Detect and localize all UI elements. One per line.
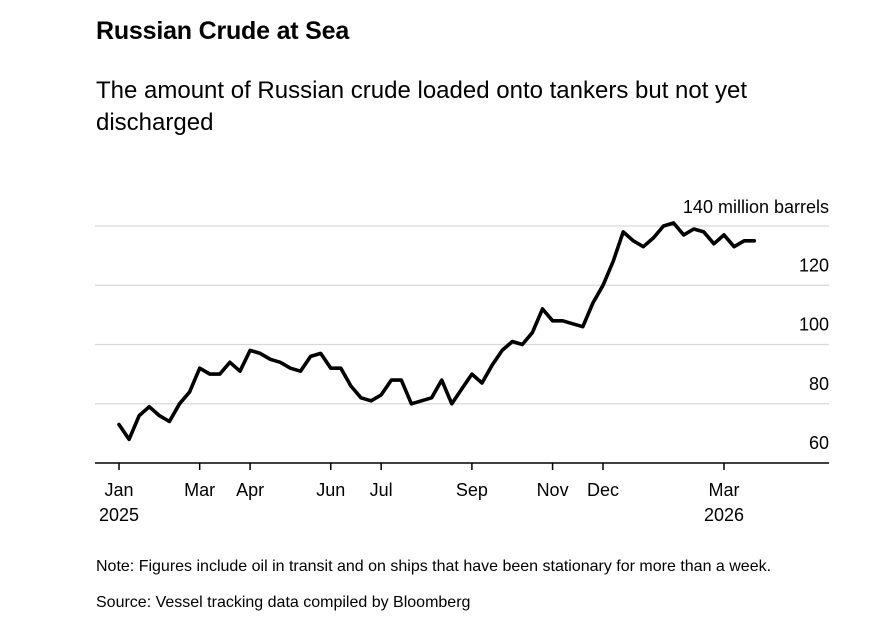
series-line — [117, 221, 757, 442]
series-layer — [117, 221, 757, 442]
x-tick-label: Jul — [370, 480, 393, 500]
x-tick-label: Jun — [316, 480, 345, 500]
chart-source: Source: Vessel tracking data compiled by… — [96, 594, 471, 611]
x-tick-year-label: 2026 — [704, 505, 744, 525]
x-tick-label: Mar — [709, 480, 740, 500]
unit-label: 140 million barrels — [683, 197, 829, 217]
y-axis-labels: 60 80 100 120 — [799, 255, 829, 453]
x-axis-labels: Jan 2025 Mar Apr Jun Jul Sep Nov Dec Mar 2026 — [99, 463, 744, 525]
y-tick-label: 120 — [799, 255, 829, 275]
y-tick-label: 60 — [809, 433, 829, 453]
x-tick-label: Mar — [184, 480, 215, 500]
x-tick-label: Jan — [104, 480, 133, 500]
y-tick-label: 100 — [799, 315, 829, 335]
x-tick-label: Sep — [456, 480, 488, 500]
chart-note: Note: Figures include oil in transit and… — [96, 558, 772, 575]
x-tick-label: Apr — [236, 480, 264, 500]
x-tick-year-label: 2025 — [99, 505, 139, 525]
line-chart: 60 80 100 120 140 million barrels Jan 2025 Ma… — [95, 197, 829, 525]
chart-subtitle: The amount of Russian crude loaded onto … — [96, 77, 748, 136]
chart-title: Russian Crude at Sea — [96, 17, 350, 45]
gridlines — [95, 225, 829, 405]
x-tick-label: Nov — [537, 480, 569, 500]
y-tick-label: 80 — [809, 374, 829, 394]
x-tick-label: Dec — [587, 480, 619, 500]
